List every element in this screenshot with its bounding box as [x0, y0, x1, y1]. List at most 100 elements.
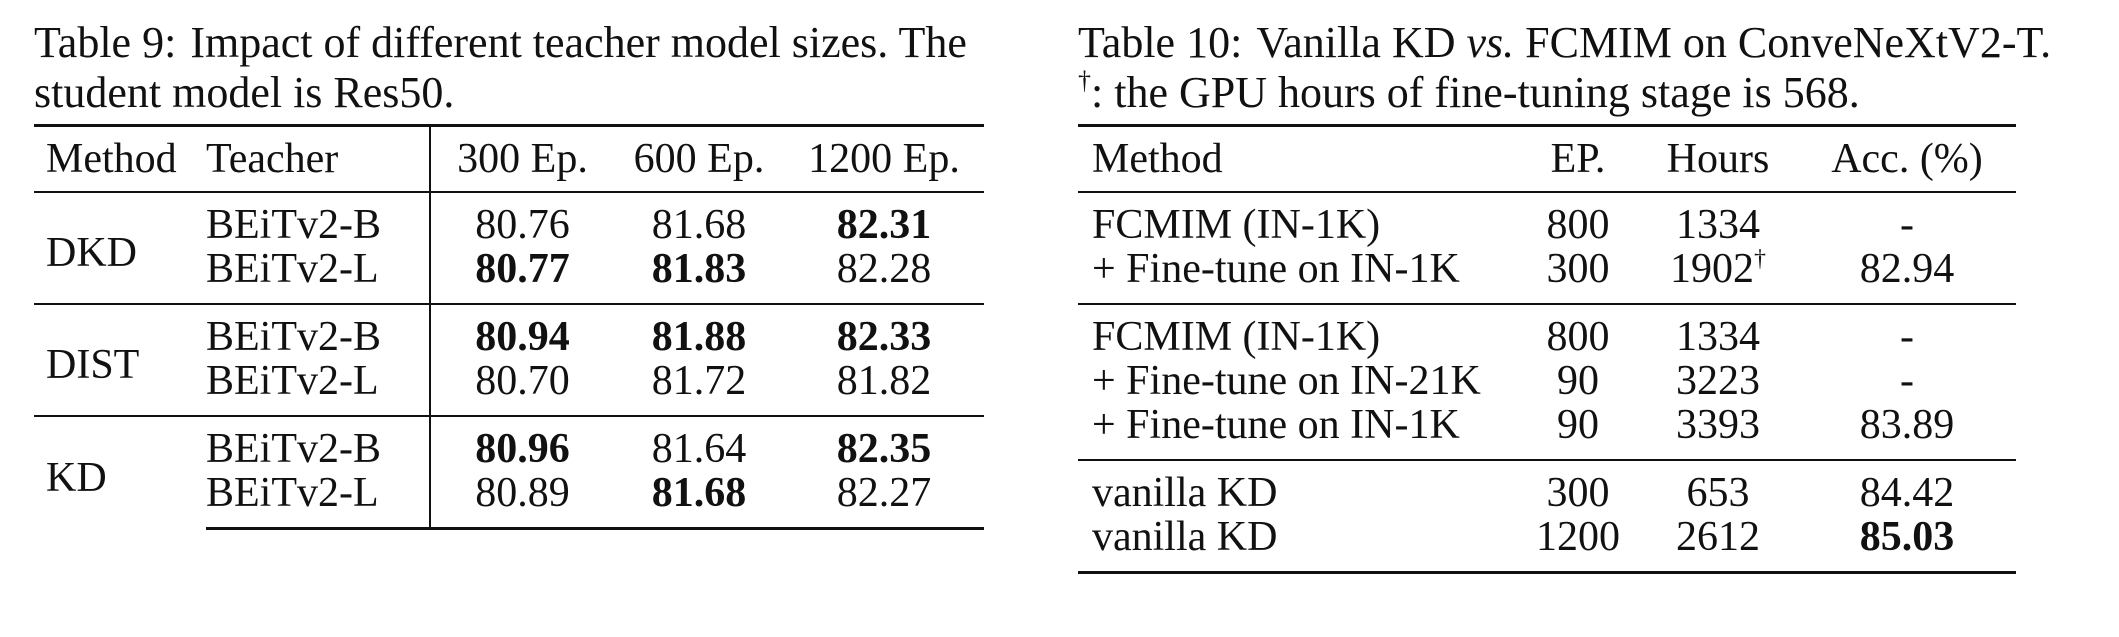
table10-method-cell: FCMIM (IN-1K) [1078, 191, 1518, 247]
table9-teacher-cell: BEiTv2-B [206, 303, 431, 359]
table10-label: Table 10: [1078, 18, 1243, 67]
table10-hours-cell: 653 [1638, 459, 1798, 516]
table9-method-cell: DIST [34, 303, 206, 416]
table10-caption-b: FCMIM on ConveNeXtV2-T. [1525, 18, 2052, 67]
table10-row: + Fine-tune on IN-21K 90 3223 - [1078, 359, 2016, 403]
table9-header-cell: 300 Ep. [430, 124, 614, 192]
table9-value-cell: 80.76 [430, 191, 614, 247]
table10-row: vanilla KD 1200 2612 85.03 [1078, 515, 2016, 574]
table9-header-cell: Teacher [206, 124, 431, 192]
table10-body: Method EP. Hours Acc. (%) FCMIM (IN-1K) 800 13… [1078, 124, 2016, 574]
table9-value-cell: 81.88 [614, 303, 784, 359]
table9-header-cell: 600 Ep. [614, 124, 784, 192]
table9-teacher-cell: BEiTv2-L [206, 471, 431, 530]
table10-hours-value: 3393 [1676, 402, 1760, 448]
table9-value-cell: 80.70 [475, 358, 570, 404]
table10-method-cell: FCMIM (IN-1K) [1078, 303, 1518, 359]
table9-method-cell: KD [34, 415, 206, 529]
table9-caption-line1: Impact of different teacher model sizes.… [190, 18, 967, 67]
table10-method-cell: vanilla KD [1078, 459, 1518, 515]
table10-panel: Table 10: Vanilla KD vs. FCMIM on ConveNe… [1078, 0, 2090, 574]
table9-value-cell: 81.82 [836, 358, 932, 404]
table9-value-cell: 80.77 [475, 246, 570, 292]
table9-caption-line2: student model is Res50. [34, 68, 455, 117]
table10-hours-cell: 1334 [1638, 303, 1798, 360]
table10-hours-value: 1902 [1670, 246, 1754, 292]
table9-value-cell: 82.31 [784, 191, 984, 247]
table9-row: BEiTv2-L 80.77 81.83 82.28 [34, 247, 984, 304]
table10-ep-cell: 300 [1518, 459, 1638, 515]
table10-acc-cell: 83.89 [1859, 402, 1955, 448]
table10-acc-cell: - [1798, 191, 2016, 247]
table10-row: + Fine-tune on IN-1K 90 3393 83.89 [1078, 403, 2016, 460]
table10-caption-dagger: † [1078, 66, 1091, 95]
table10-ep-cell: 300 [1546, 246, 1610, 292]
table9-panel: Table 9: Impact of different teacher mode… [34, 0, 1046, 530]
table9-header-cell: 1200 Ep. [784, 124, 984, 192]
table10-hours-cell: 1334 [1638, 191, 1798, 248]
table9-value-cell: 81.68 [614, 471, 784, 530]
table10-header-row: Method EP. Hours Acc. (%) [1078, 124, 2016, 192]
table9-value-cell: 82.28 [836, 246, 932, 292]
table10-hours-value: 1334 [1676, 202, 1760, 248]
table10-row: vanilla KD 300 653 84.42 [1078, 459, 2016, 516]
table10-header-cell: Method [1078, 124, 1518, 192]
table10-hours-cell: 3223 [1638, 359, 1798, 403]
table9-teacher-cell: BEiTv2-B [206, 415, 431, 471]
table10-row: + Fine-tune on IN-1K 300 1902† 82.94 [1078, 247, 2016, 304]
table10-acc-cell: 84.42 [1798, 459, 2016, 515]
table9-value-cell: 80.94 [430, 303, 614, 359]
table10-ep-cell: 90 [1557, 358, 1599, 404]
table10-header-cell: Hours [1638, 124, 1798, 192]
table9-teacher-cell: BEiTv2-B [206, 191, 431, 247]
table10-hours-cell: 2612 [1638, 515, 1798, 574]
table9-row: KD BEiTv2-B 80.96 81.64 82.35 [34, 415, 984, 529]
table10-acc-cell: - [1900, 358, 1914, 404]
table9-row: BEiTv2-L 80.70 81.72 81.82 [34, 359, 984, 416]
table9-value-cell: 82.27 [784, 471, 984, 530]
table10-hours-cell: 3393 [1638, 403, 1798, 460]
table10-row: FCMIM (IN-1K) 800 1334- [1078, 303, 2016, 360]
table9-value-cell: 82.33 [784, 303, 984, 359]
table10-acc-cell: - [1798, 303, 2016, 359]
table10-ep-cell: 90 [1557, 402, 1599, 448]
table9-header-row: Method Teacher 300 Ep. 600 Ep. 1200 Ep. [34, 124, 984, 192]
table9-row: BEiTv2-L 80.89 81.68 82.27 [34, 471, 984, 530]
table10-ep-cell: 1200 [1518, 515, 1638, 574]
table9-header-cell: Method [34, 124, 206, 192]
table9-value-cell: 81.64 [614, 415, 784, 471]
table10-caption: Table 10: Vanilla KD vs. FCMIM on ConveNe… [1078, 18, 2090, 118]
table10-method-cell: + Fine-tune on IN-1K [1092, 402, 1460, 448]
table9-value-cell: 82.35 [784, 415, 984, 471]
table9-caption: Table 9: Impact of different teacher mode… [34, 18, 1046, 118]
table10-hours-cell: 1902† [1638, 247, 1798, 304]
table9-value-cell: 81.68 [614, 191, 784, 247]
table10-ep-cell: 800 [1518, 191, 1638, 247]
table9-row: DKD BEiTv2-B 80.76 81.68 82.31 [34, 191, 984, 304]
table9-teacher-cell: BEiTv2-L [206, 247, 431, 304]
table10-caption-line2: : the GPU hours of fine-tuning stage is … [1091, 68, 1860, 117]
table9-method-cell: DKD [34, 191, 206, 304]
table9-value-cell: 80.89 [430, 471, 614, 530]
table10-header-cell: Acc. (%) [1798, 124, 2016, 192]
table10-hours-value: 653 [1686, 470, 1750, 516]
table10-hours-value: 3223 [1676, 358, 1760, 404]
table10: Method EP. Hours Acc. (%) FCMIM (IN-1K) 800 13… [1078, 124, 2016, 574]
table10-hours-value: 1334 [1676, 314, 1760, 360]
table9-body: Method Teacher 300 Ep. 600 Ep. 1200 Ep. DKD BE… [34, 124, 984, 530]
table9-value-cell: 80.96 [430, 415, 614, 471]
table10-acc-cell: 85.03 [1798, 515, 2016, 574]
table10-acc-cell: 82.94 [1859, 246, 1955, 292]
table10-header-cell: EP. [1518, 124, 1638, 192]
table10-row: FCMIM (IN-1K) 800 1334- [1078, 191, 2016, 248]
table9: Method Teacher 300 Ep. 600 Ep. 1200 Ep. DKD BE… [34, 124, 984, 530]
table10-ep-cell: 800 [1518, 303, 1638, 359]
table9-value-cell: 81.83 [651, 246, 747, 292]
table10-method-cell: + Fine-tune on IN-1K [1092, 246, 1460, 292]
table9-teacher-cell: BEiTv2-L [206, 359, 431, 416]
table10-caption-a: Vanilla KD [1256, 18, 1456, 67]
table10-method-cell: vanilla KD [1078, 515, 1518, 574]
table10-method-cell: + Fine-tune on IN-21K [1092, 358, 1481, 404]
table9-row: DIST BEiTv2-B 80.94 81.88 82.33 [34, 303, 984, 416]
table9-label: Table 9: [34, 18, 177, 67]
